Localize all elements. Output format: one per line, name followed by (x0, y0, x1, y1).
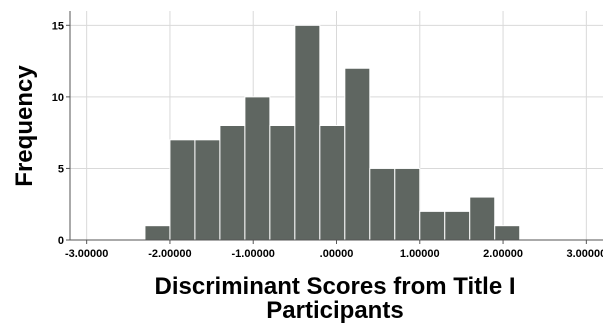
x-axis-title-line-1: Discriminant Scores from Title I (155, 273, 516, 300)
x-tick-label: 2.00000 (483, 248, 523, 260)
x-tick-label: -1.00000 (232, 248, 275, 260)
histogram-bar (494, 225, 521, 241)
y-tick-label: 15 (52, 20, 64, 32)
y-tick-label: 5 (58, 163, 64, 175)
histogram-bar (244, 96, 271, 241)
histogram-bar (444, 210, 471, 241)
y-tick-label: 0 (58, 235, 64, 247)
histogram-bar (194, 139, 221, 241)
histogram-bar (319, 125, 346, 241)
histogram-bar (294, 24, 321, 241)
histogram-bar (369, 167, 396, 241)
histogram-bar (269, 125, 296, 241)
histogram-bar (169, 139, 196, 241)
histogram-bar (469, 196, 496, 241)
x-axis-title-line-2: Participants (266, 297, 403, 323)
x-tick-label: .00000 (320, 248, 354, 260)
x-tick-labels: -3.00000 -2.00000 -1.00000 .00000 1.00000 2.0… (65, 248, 603, 260)
histogram-bar (144, 225, 171, 241)
histogram-bar (219, 125, 246, 241)
axes (66, 11, 603, 244)
y-tick-label: 10 (52, 92, 64, 104)
histogram-bars (144, 24, 521, 241)
histogram-bar (394, 167, 421, 241)
histogram-bar (344, 67, 371, 241)
x-tick-label: -3.00000 (65, 248, 108, 260)
x-tick-label: 1.00000 (400, 248, 440, 260)
x-tick-label: -2.00000 (148, 248, 191, 260)
y-tick-labels: 0 5 10 15 (52, 20, 64, 247)
y-axis-title: Frequency (11, 65, 38, 187)
x-tick-label: 3.00000 (566, 248, 603, 260)
histogram-bar (419, 210, 446, 241)
